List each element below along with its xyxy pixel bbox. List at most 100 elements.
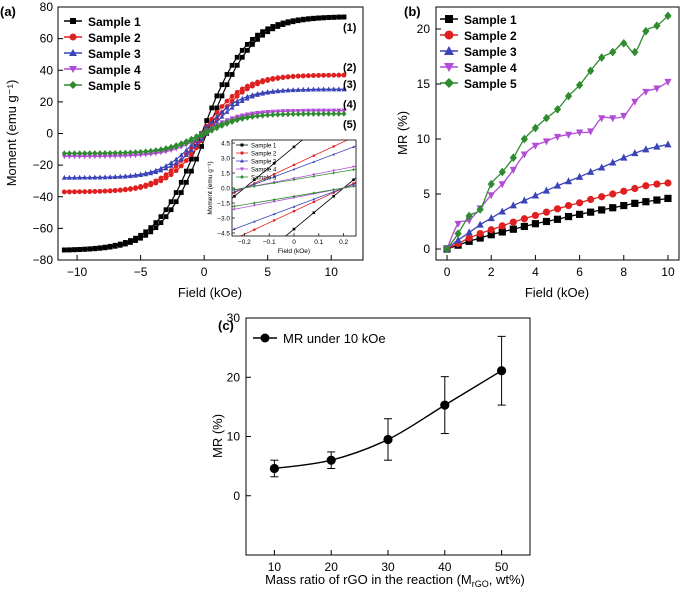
b-point [465,234,473,242]
c-xtick-label: 20 [325,560,339,574]
inset-point [233,194,236,198]
a-point [133,235,138,241]
b-point [575,210,584,218]
b-point [509,225,517,233]
b-point [498,228,506,236]
b-point [609,47,617,57]
panel-a-legend: Sample 1 Sample 2 Sample 3 Sample 4 Samp… [64,15,141,93]
a-series-1 [61,14,347,253]
a-point [117,187,123,193]
a-point [158,175,164,181]
a-point [189,135,194,142]
a-point [117,149,123,156]
a-point [163,175,169,181]
a-point [107,174,113,179]
panel-b-axes: 0 2 4 6 8 10 0 5 10 15 20 [417,22,675,279]
inset-point [332,145,335,148]
a-point [97,150,103,156]
a-point [178,190,184,195]
a-point [122,240,128,245]
a-point [153,225,159,231]
a-point [122,186,128,192]
b-point [542,208,551,216]
b-point [664,140,672,148]
a-point [82,154,88,160]
a-point [280,20,286,26]
b-point [553,104,562,114]
a-point [316,86,321,92]
inset-point [292,227,296,231]
inset-xtick-label: 0.1 [314,239,323,246]
b-point [498,181,506,189]
a-point [336,110,342,117]
b-point [520,134,528,144]
inset-ytick-label: −4.5 [217,231,230,238]
a-point [224,72,230,77]
b-point [531,191,540,199]
a-point [341,14,347,20]
a-point [163,172,169,178]
a-point [234,62,240,68]
a-point [300,86,306,92]
inset-point [272,198,276,202]
b-point [642,88,650,96]
b-series-5 [443,11,672,254]
a-point [290,87,296,92]
a-point [143,229,149,235]
inset-legend-1-label: Sample 1 [251,144,277,150]
c-point [383,434,393,445]
inset-point [292,178,296,182]
a-point [234,98,240,104]
b-series-2 [443,179,672,253]
a-point [133,172,138,178]
b-point [664,194,672,202]
b-point [465,211,473,221]
inset-point [352,182,355,186]
a-point [178,163,184,169]
a-point [204,128,210,134]
c-point [440,400,450,410]
inset-data [232,140,356,236]
b-point [620,201,628,210]
b-xtick-label: 2 [488,265,495,279]
legend-a-4: Sample 4 [64,63,141,77]
a-point [143,232,149,238]
a-point [178,179,184,185]
a-point [112,174,118,179]
b-point [653,180,661,188]
inset-point [272,172,276,176]
a-point [209,119,215,124]
c-ytick-label: 10 [227,430,241,444]
a-point [209,105,215,111]
inset-point [352,168,355,172]
b-point [609,158,617,166]
a-point [102,174,108,180]
inset-point [253,204,256,207]
a-point [234,89,240,95]
legend-b-5-label: Sample 5 [464,77,517,91]
a-point [244,83,250,89]
b-xtick-label: 0 [444,265,451,279]
b-point [476,205,484,214]
b-point [564,177,573,185]
a-point [224,109,230,114]
a-point [148,225,154,231]
a-point [229,93,235,99]
a-point [163,165,169,171]
inset-point [312,174,316,178]
a-point [336,72,342,78]
a-point [305,73,311,79]
legend-b-3-label: Sample 3 [464,45,517,59]
a-point [336,14,342,20]
a-point [275,88,281,93]
inset-xtick-label: 0.2 [339,239,348,246]
a-point [138,235,144,241]
inset-xtick-label: −0.1 [263,239,276,246]
a-point [82,150,88,157]
a-point [128,153,133,159]
a-point [260,112,266,119]
inset-legend-2-label: Sample 2 [251,152,277,158]
a-point [326,72,332,78]
a-point [214,123,220,129]
b-point [520,151,528,159]
